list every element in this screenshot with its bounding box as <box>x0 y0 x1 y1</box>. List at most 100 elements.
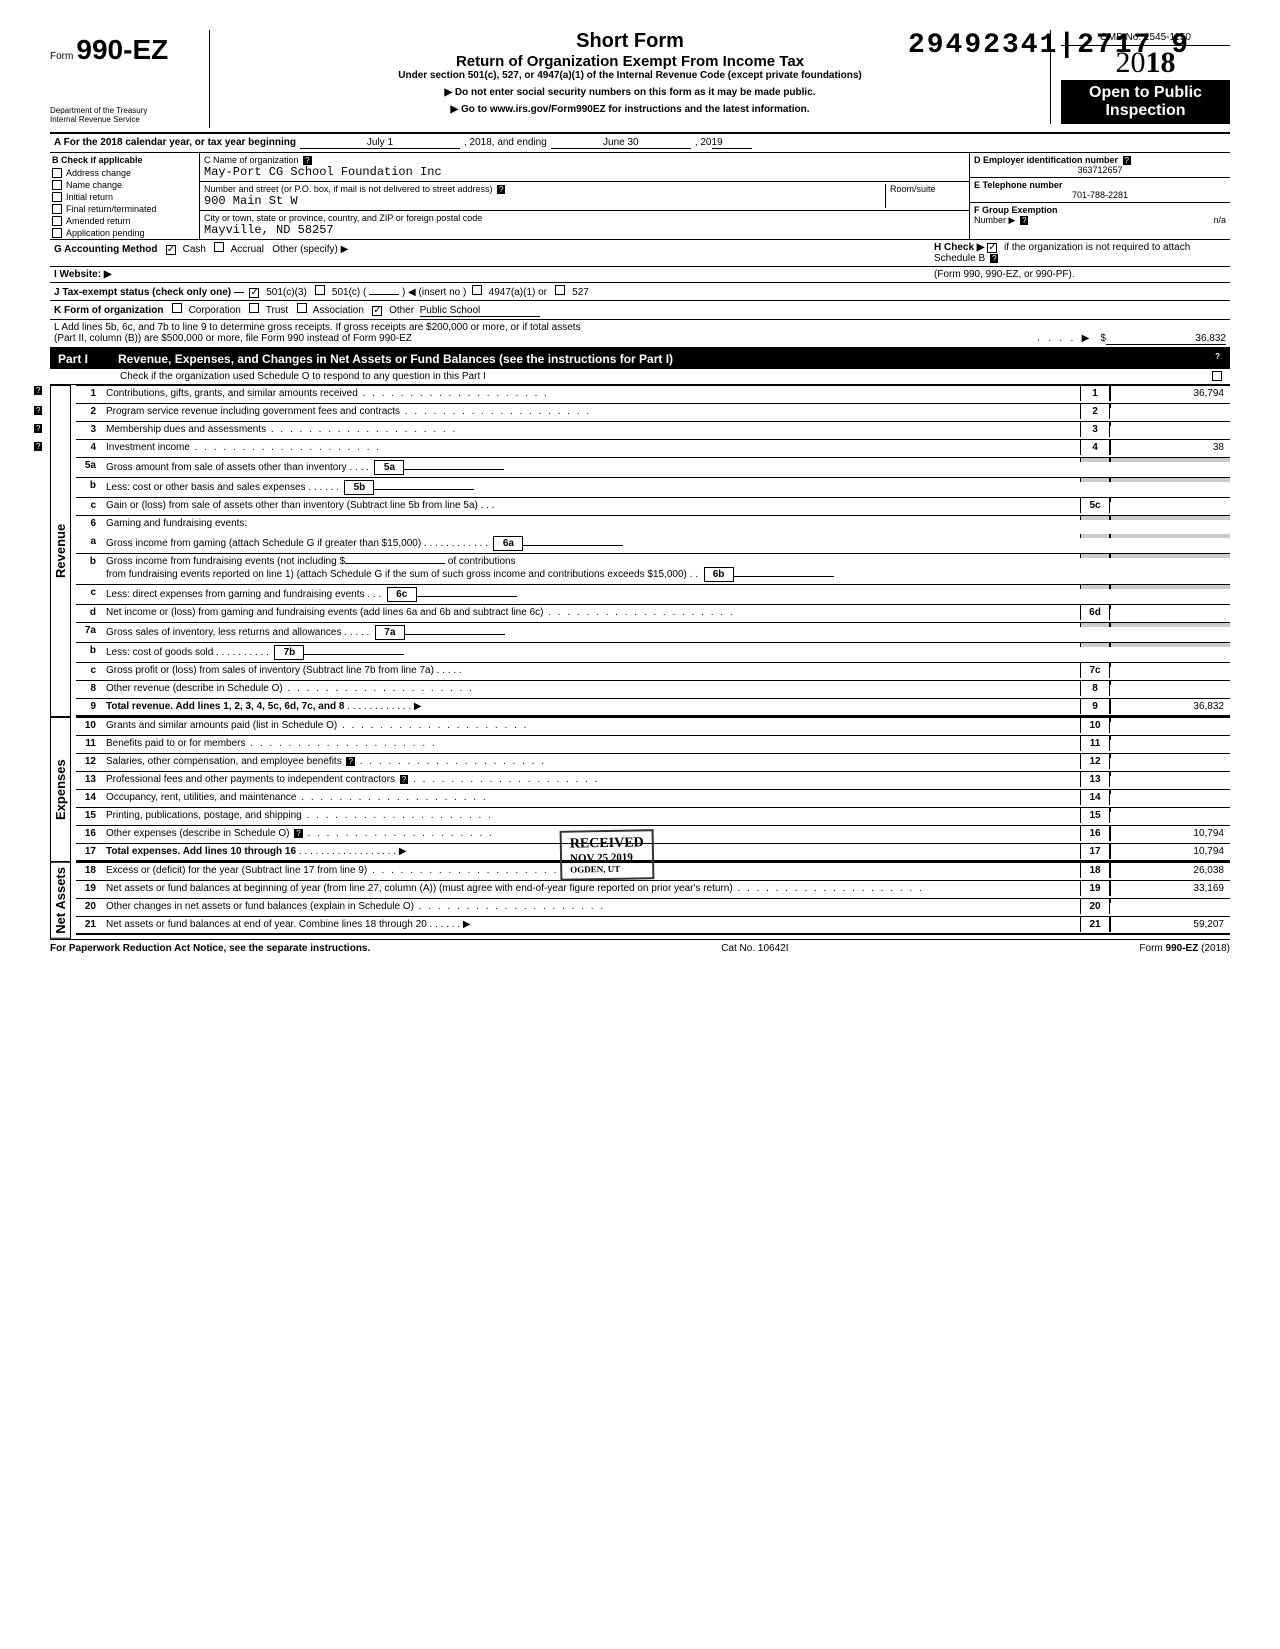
instruction-ssn: ▶ Do not enter social security numbers o… <box>220 87 1040 98</box>
chk-association[interactable] <box>297 303 307 313</box>
form-prefix: Form <box>50 51 73 62</box>
part1-header: Part I Revenue, Expenses, and Changes in… <box>50 349 1230 369</box>
tax-year-end-year[interactable]: 19 <box>712 137 752 149</box>
lbl-accrual: Accrual <box>231 244 264 255</box>
lbl-name-change: Name change <box>66 180 122 190</box>
iamt-5a[interactable] <box>404 469 504 470</box>
ln-10: 10 <box>76 718 102 733</box>
group-exemption-val[interactable]: n/a <box>1213 215 1226 225</box>
lb-2: 2 <box>1080 404 1110 419</box>
b-header: B Check if applicable <box>50 153 199 167</box>
org-street[interactable]: 900 Main St W <box>204 194 298 208</box>
document-number: 29492341|2717 9 <box>908 30 1190 61</box>
dept-irs: Internal Revenue Service <box>50 115 199 124</box>
chk-schedule-o[interactable] <box>1212 371 1222 381</box>
ln-6: 6 <box>76 516 102 531</box>
amt-3[interactable] <box>1110 422 1230 426</box>
help-icon[interactable]: ? <box>294 829 302 838</box>
lb-6b-shade <box>1080 554 1110 558</box>
amt-9[interactable]: 36,832 <box>1110 699 1230 714</box>
lt-5c: Gain or (loss) from sale of assets other… <box>102 498 1080 513</box>
amt-12[interactable] <box>1110 754 1230 758</box>
amt-20[interactable] <box>1110 899 1230 903</box>
amt-7c[interactable] <box>1110 663 1230 667</box>
help-icon[interactable]: ? <box>34 442 42 451</box>
amt-15[interactable] <box>1110 808 1230 812</box>
chk-schedule-b[interactable] <box>987 243 997 253</box>
chk-pending[interactable] <box>52 228 62 238</box>
iamt-6a[interactable] <box>523 545 623 546</box>
chk-initial-return[interactable] <box>52 192 62 202</box>
amt-2[interactable] <box>1110 404 1230 408</box>
amt-19[interactable]: 33,169 <box>1110 881 1230 896</box>
tax-year-end-month[interactable]: June 30 <box>551 137 691 149</box>
ib-6a: 6a <box>493 536 523 551</box>
lb-1: 1 <box>1080 386 1110 401</box>
amt-4[interactable]: 38 <box>1110 440 1230 455</box>
lbl-pending: Application pending <box>66 228 145 238</box>
help-icon[interactable]: ? <box>497 185 505 194</box>
iamt-6b[interactable] <box>734 576 834 577</box>
iamt-6c[interactable] <box>417 596 517 597</box>
other-org-val[interactable]: Public School <box>420 305 540 317</box>
chk-4947[interactable] <box>472 285 482 295</box>
ein[interactable]: 363712657 <box>974 165 1226 175</box>
help-icon[interactable]: ? <box>303 156 311 165</box>
amt-18[interactable]: 26,038 <box>1110 863 1230 878</box>
org-city[interactable]: Mayville, ND 58257 <box>204 223 334 237</box>
lb-9: 9 <box>1080 699 1110 714</box>
help-icon[interactable]: ? <box>1213 352 1222 366</box>
f-group-label: F Group Exemption <box>974 205 1058 215</box>
ib-5a: 5a <box>374 460 404 475</box>
help-icon[interactable]: ? <box>990 254 998 263</box>
lbl-final-return: Final return/terminated <box>66 204 157 214</box>
chk-accrual[interactable] <box>214 242 224 252</box>
chk-cash[interactable] <box>166 245 176 255</box>
open-public-1: Open to Public <box>1065 84 1226 102</box>
amt-11[interactable] <box>1110 736 1230 740</box>
chk-501c[interactable] <box>315 285 325 295</box>
help-icon[interactable]: ? <box>34 386 42 395</box>
l-text1: L Add lines 5b, 6c, and 7b to line 9 to … <box>54 322 1226 333</box>
help-icon[interactable]: ? <box>1020 216 1028 225</box>
l-amount[interactable]: 36,832 <box>1106 333 1226 345</box>
chk-address-change[interactable] <box>52 168 62 178</box>
amt-6d[interactable] <box>1110 605 1230 609</box>
amt-8[interactable] <box>1110 681 1230 685</box>
iamt-5b[interactable] <box>374 489 474 490</box>
amt-16[interactable]: 10,794 <box>1110 826 1230 841</box>
lb-13: 13 <box>1080 772 1110 787</box>
amt-10[interactable] <box>1110 718 1230 722</box>
row-k: K Form of organization Corporation Trust… <box>50 301 1230 320</box>
c-city-label: City or town, state or province, country… <box>204 213 482 223</box>
amt-14[interactable] <box>1110 790 1230 794</box>
amt-21[interactable]: 59,207 <box>1110 917 1230 932</box>
help-icon[interactable]: ? <box>1123 156 1131 165</box>
chk-final-return[interactable] <box>52 204 62 214</box>
ib-5b: 5b <box>344 480 374 495</box>
help-icon[interactable]: ? <box>34 406 42 415</box>
iamt-7a[interactable] <box>405 634 505 635</box>
chk-trust[interactable] <box>249 303 259 313</box>
chk-501c3[interactable] <box>249 288 259 298</box>
lbl-501c3: 501(c)(3) <box>266 287 307 298</box>
amt-17[interactable]: 10,794 <box>1110 844 1230 859</box>
lt-11: Benefits paid to or for members <box>102 736 1080 751</box>
iamt-7b[interactable] <box>304 654 404 655</box>
amt-5c[interactable] <box>1110 498 1230 502</box>
ln-20: 20 <box>76 899 102 914</box>
lbl-other-org: Other <box>389 305 414 316</box>
phone[interactable]: 701-788-2281 <box>974 190 1226 200</box>
chk-amended[interactable] <box>52 216 62 226</box>
amt-1[interactable]: 36,794 <box>1110 386 1230 401</box>
chk-corporation[interactable] <box>172 303 182 313</box>
chk-527[interactable] <box>555 285 565 295</box>
help-icon[interactable]: ? <box>346 757 354 766</box>
amt-13[interactable] <box>1110 772 1230 776</box>
org-name[interactable]: May-Port CG School Foundation Inc <box>204 165 442 179</box>
lbl-initial-return: Initial return <box>66 192 113 202</box>
tax-year-begin[interactable]: July 1 <box>300 137 460 149</box>
help-icon[interactable]: ? <box>34 424 42 433</box>
chk-name-change[interactable] <box>52 180 62 190</box>
chk-other-org[interactable] <box>372 306 382 316</box>
